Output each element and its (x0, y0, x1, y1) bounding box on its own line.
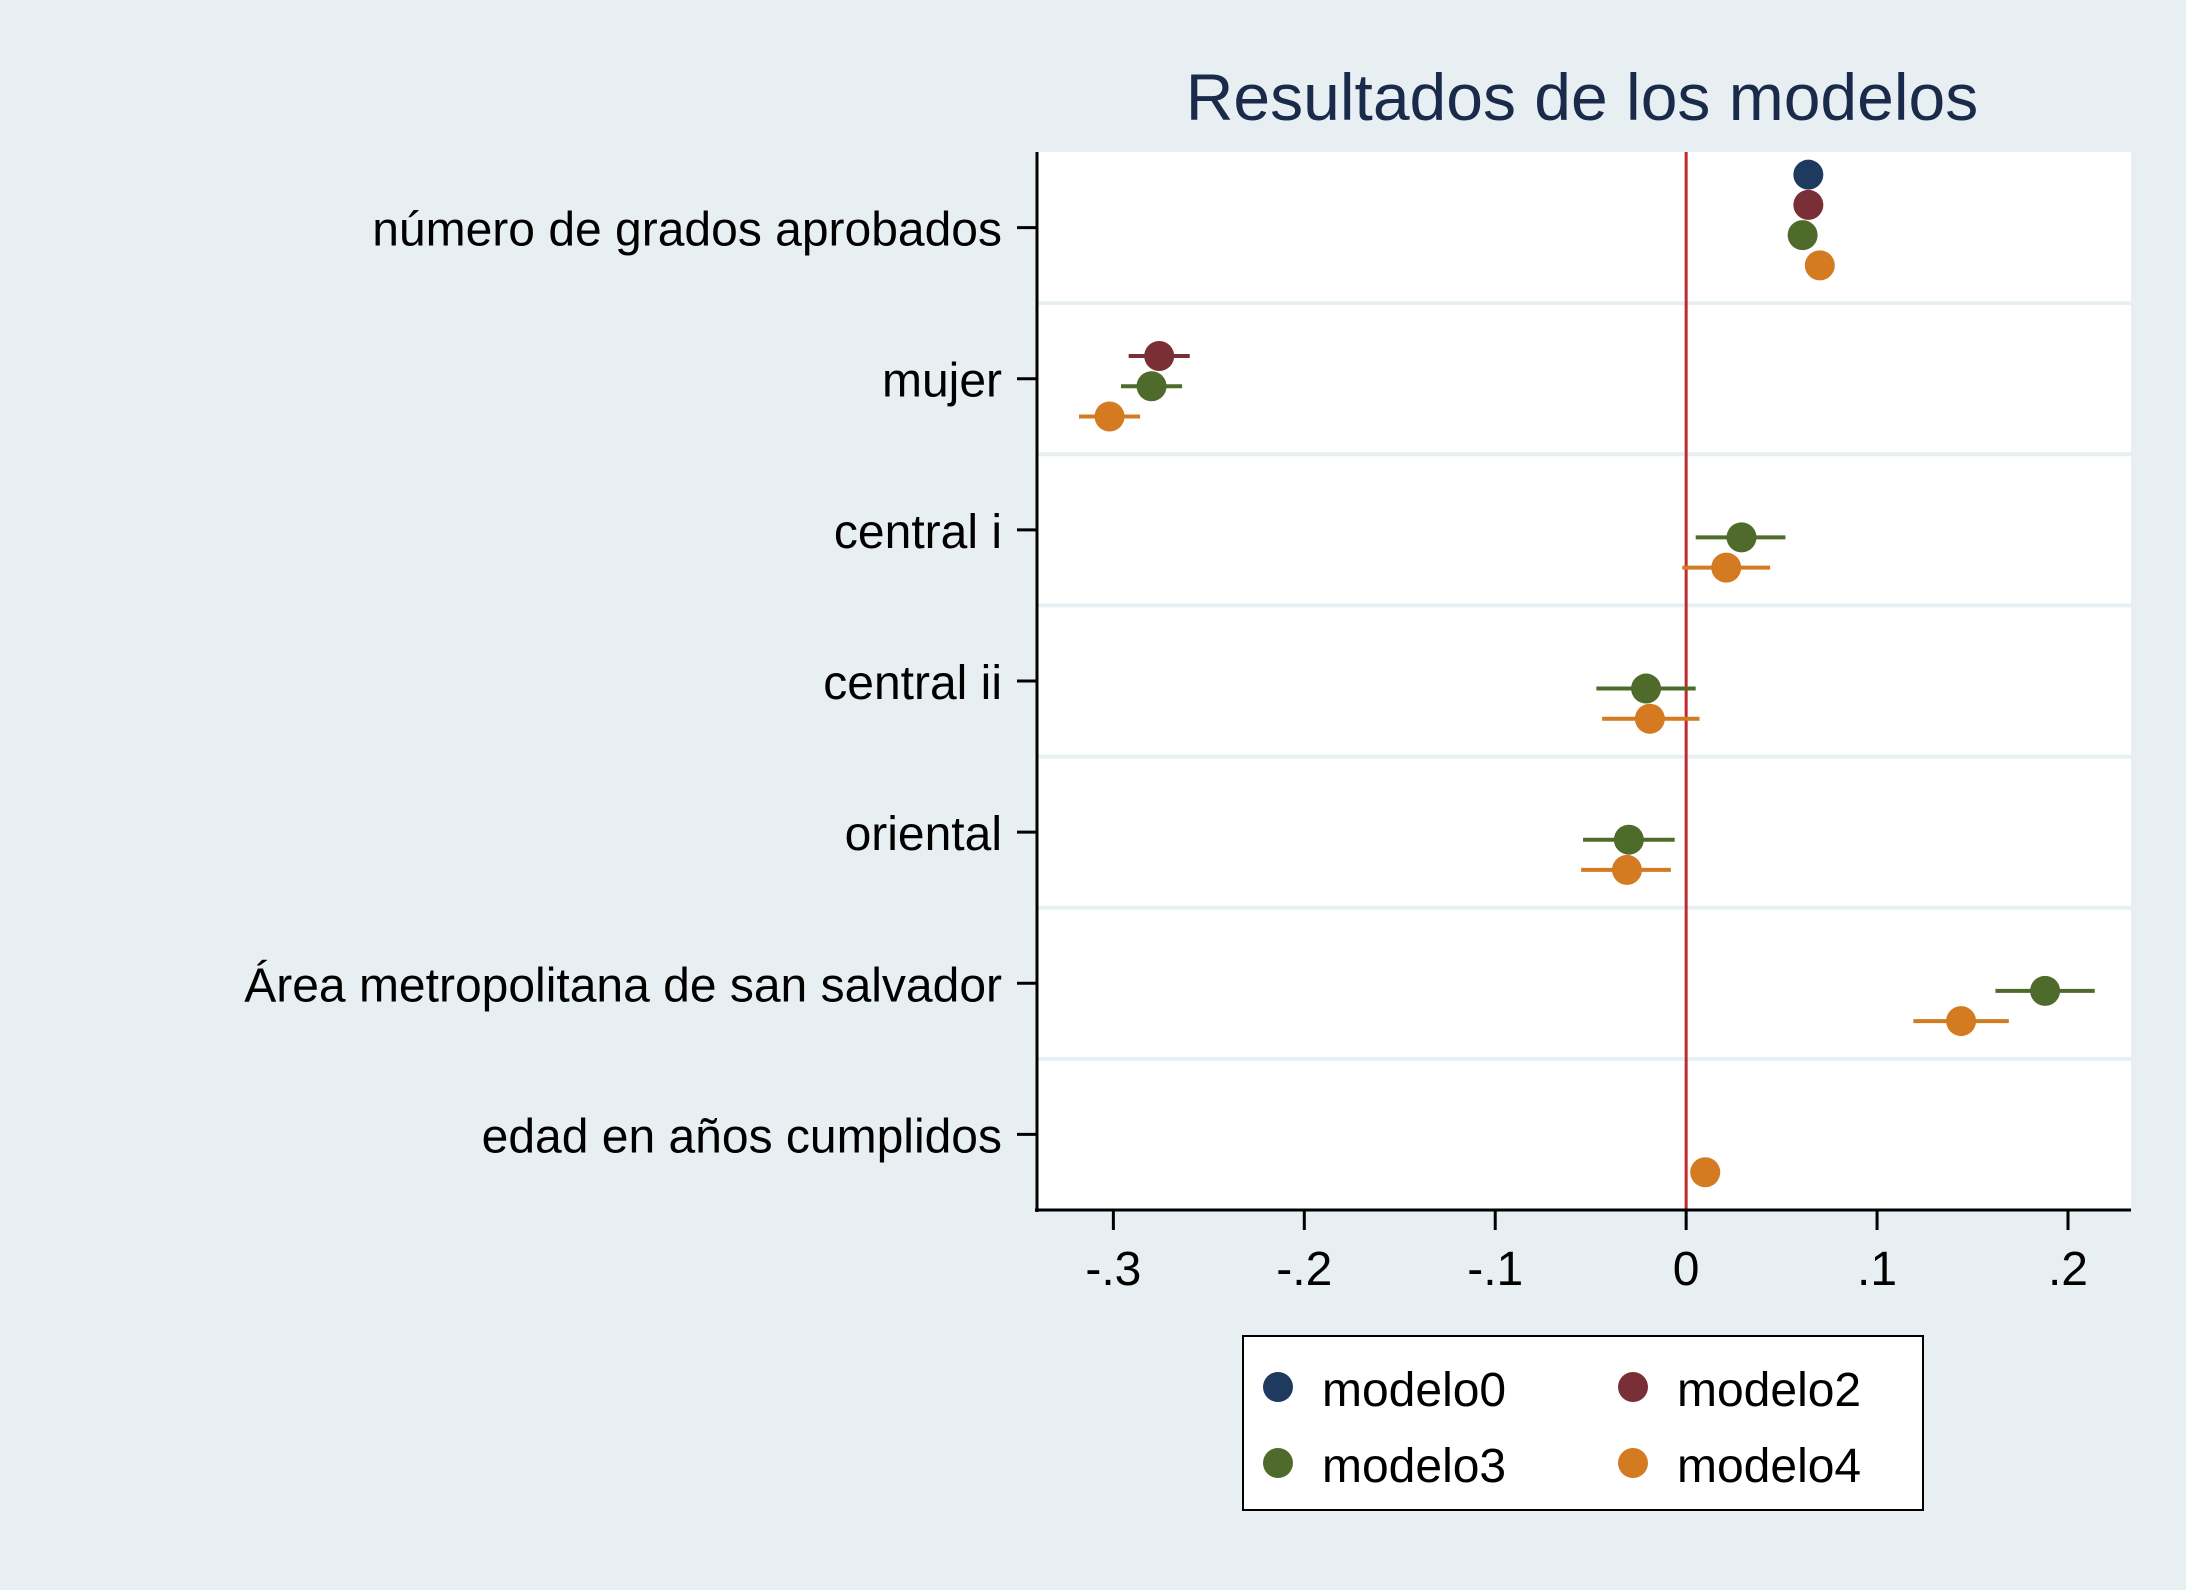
point-modelo2 (1793, 189, 1824, 220)
point-modelo4 (1711, 552, 1742, 583)
category-label: central i (834, 506, 1002, 559)
data-marks (1079, 159, 2095, 1188)
point-modelo4 (1094, 401, 1125, 432)
category-label: oriental (845, 808, 1002, 861)
legend-label-modelo4: modelo4 (1677, 1440, 1861, 1493)
category-label: número de grados aprobados (372, 204, 1002, 257)
category-label: edad en años cumplidos (482, 1110, 1002, 1163)
point-modelo4 (1690, 1157, 1721, 1188)
legend-marker-modelo2 (1618, 1372, 1648, 1402)
legend-marker-modelo3 (1263, 1448, 1293, 1478)
plot-area (1037, 152, 2131, 1210)
x-tick-label: -.1 (1467, 1243, 1523, 1296)
category-separators (1037, 301, 2131, 1061)
point-modelo3 (1726, 522, 1757, 553)
point-modelo4 (1634, 703, 1665, 734)
category-label: mujer (882, 355, 1002, 408)
legend-label-modelo0: modelo0 (1322, 1364, 1506, 1417)
legend-label-modelo2: modelo2 (1677, 1364, 1861, 1417)
y-axis: número de grados aprobados mujer central i… (244, 152, 1039, 1212)
chart-title: Resultados de los modelos (1186, 60, 1978, 134)
x-axis: -.3 -.2 -.1 0 .1 .2 (1035, 1208, 2131, 1296)
point-modelo3 (1613, 824, 1644, 855)
point-modelo2 (1144, 341, 1175, 372)
x-tick-label: 0 (1673, 1243, 1700, 1296)
legend-label-modelo3: modelo3 (1322, 1440, 1506, 1493)
point-modelo4 (1804, 250, 1835, 281)
x-tick-label: .2 (2048, 1243, 2088, 1296)
point-modelo4 (1946, 1006, 1977, 1037)
legend: modelo0 modelo2 modelo3 modelo4 (1242, 1335, 1924, 1511)
legend-box (1242, 1335, 1924, 1511)
legend-marker-modelo0 (1263, 1372, 1293, 1402)
x-tick-label: .1 (1857, 1243, 1897, 1296)
point-modelo3 (1631, 673, 1662, 704)
x-tick-label: -.2 (1276, 1243, 1332, 1296)
legend-marker-modelo4 (1618, 1448, 1648, 1478)
category-label: Área metropolitana de san salvador (244, 959, 1002, 1012)
point-modelo3 (2030, 975, 2061, 1006)
point-modelo3 (1136, 371, 1167, 402)
point-modelo4 (1611, 854, 1642, 885)
point-modelo3 (1787, 220, 1818, 251)
x-tick-label: -.3 (1085, 1243, 1141, 1296)
point-modelo0 (1793, 159, 1824, 190)
category-label: central ii (823, 657, 1002, 710)
